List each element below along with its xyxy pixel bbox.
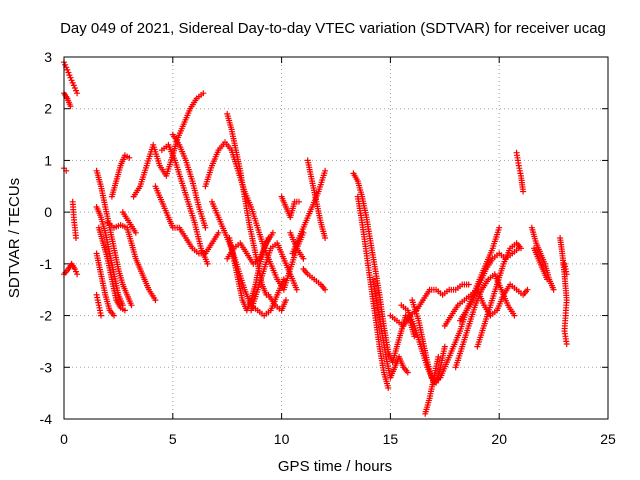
- data-series: [422, 353, 442, 417]
- axis-ticks: [63, 56, 609, 420]
- series-points: [61, 165, 70, 174]
- data-series: [265, 291, 289, 314]
- x-tick-labels: 0 5 10 15 20 25: [60, 431, 616, 447]
- series-points: [452, 271, 518, 371]
- data-series: [513, 149, 527, 195]
- series-points: [513, 149, 527, 195]
- plot-frame: [63, 56, 609, 420]
- data-series: [248, 240, 300, 314]
- data-series: [95, 224, 128, 314]
- data-series: [93, 167, 135, 309]
- data-series: [300, 266, 329, 293]
- data-series: [278, 193, 302, 221]
- x-tick-label: 15: [383, 431, 399, 447]
- y-tick-label: -2: [40, 308, 53, 324]
- grid: [64, 57, 608, 419]
- series-points: [224, 229, 276, 267]
- data-series: [158, 141, 211, 267]
- series-points: [422, 353, 442, 417]
- data-series: [61, 90, 74, 110]
- series-points: [119, 209, 139, 236]
- series-points: [61, 90, 74, 110]
- series-points: [557, 235, 570, 347]
- data-series: [93, 250, 117, 319]
- series-points: [278, 193, 302, 221]
- series-points: [300, 266, 329, 293]
- series-points: [93, 250, 117, 319]
- series-points: [95, 224, 128, 314]
- data-series: [409, 297, 448, 386]
- x-tick-label: 25: [600, 431, 616, 447]
- data-series: [224, 110, 270, 298]
- series-points: [265, 291, 289, 314]
- series-points: [474, 240, 524, 350]
- x-tick-label: 0: [60, 431, 68, 447]
- data-series: [93, 204, 126, 309]
- data-series: [474, 240, 524, 350]
- data-series: [61, 165, 70, 174]
- data-series: [387, 281, 472, 329]
- y-tick-label: 2: [44, 101, 52, 117]
- data-series: [130, 90, 207, 200]
- data-series: [224, 229, 276, 267]
- x-tick-label: 10: [274, 431, 290, 447]
- data-series: [108, 152, 133, 200]
- data-series: [169, 131, 209, 231]
- x-tick-label: 20: [491, 431, 507, 447]
- series-points: [69, 198, 79, 241]
- x-axis-label: GPS time / hours: [278, 458, 392, 475]
- series-points: [370, 276, 411, 381]
- y-tick-label: -1: [40, 256, 53, 272]
- series-points: [224, 110, 270, 298]
- series-points: [93, 204, 126, 309]
- series-points: [93, 291, 104, 319]
- y-tick-label: 1: [44, 152, 52, 168]
- data-series: [93, 291, 104, 319]
- series-points: [108, 152, 133, 200]
- data-series: [304, 157, 329, 241]
- series-points: [93, 167, 135, 309]
- series-points: [104, 219, 159, 304]
- data-series: [119, 209, 139, 236]
- data-series: [561, 260, 570, 278]
- chart-title: Day 049 of 2021, Sidereal Day-to-day VTE…: [60, 20, 606, 37]
- series-points: [169, 131, 209, 231]
- y-axis-label: SDTVAR / TECUs: [6, 178, 23, 298]
- data-marks: [61, 59, 570, 417]
- series-points: [130, 90, 207, 200]
- series-points: [158, 141, 211, 267]
- data-series: [528, 224, 557, 293]
- data-series: [287, 229, 307, 262]
- series-points: [248, 240, 300, 314]
- data-series: [452, 271, 518, 371]
- y-tick-label: -3: [40, 359, 53, 375]
- series-points: [409, 297, 448, 386]
- y-tick-label: 3: [44, 49, 52, 65]
- y-tick-label: -4: [40, 411, 53, 427]
- data-series: [370, 276, 411, 381]
- data-series: [557, 235, 570, 347]
- series-points: [287, 229, 307, 262]
- x-tick-label: 5: [169, 431, 177, 447]
- series-points: [528, 224, 557, 293]
- series-points: [531, 245, 551, 283]
- series-points: [152, 183, 222, 257]
- series-points: [387, 281, 472, 329]
- data-series: [152, 183, 222, 257]
- y-tick-labels: -4 -3 -2 -1 0 1 2 3: [40, 49, 53, 427]
- data-series: [104, 219, 159, 304]
- series-points: [304, 157, 329, 241]
- data-series: [69, 198, 79, 241]
- series-points: [561, 260, 570, 278]
- data-series: [531, 245, 551, 283]
- y-tick-label: 0: [44, 204, 52, 220]
